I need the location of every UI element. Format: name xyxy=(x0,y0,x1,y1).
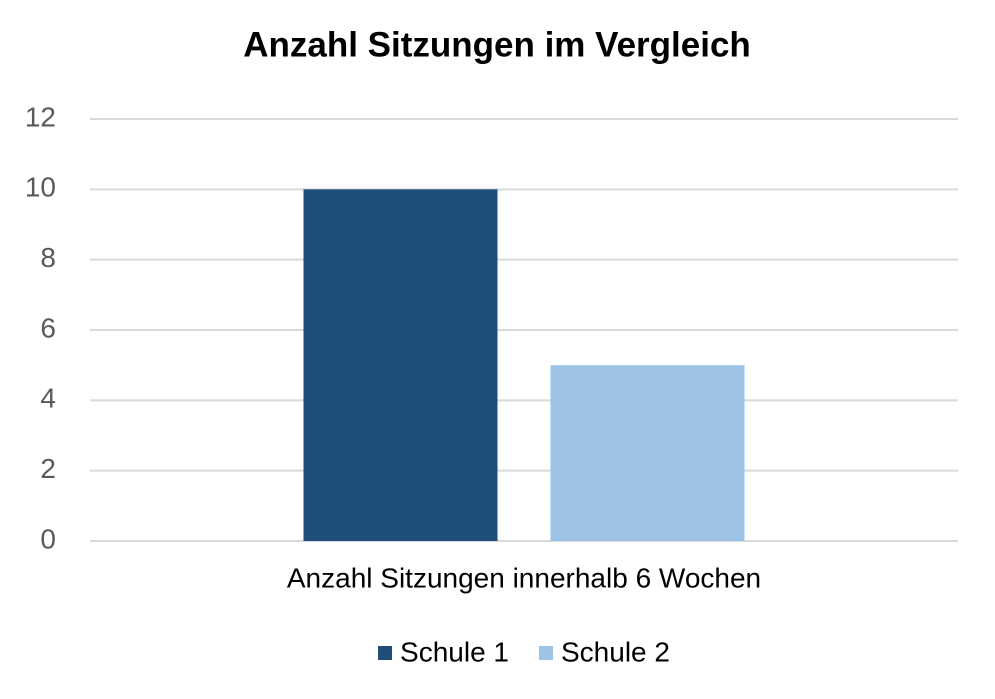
y-tick-label: 0 xyxy=(40,523,56,554)
y-tick-label: 10 xyxy=(25,172,56,203)
legend-label: Schule 1 xyxy=(400,636,509,667)
y-tick-label: 2 xyxy=(40,453,56,484)
bar xyxy=(550,365,745,541)
legend-label: Schule 2 xyxy=(561,636,670,667)
legend-swatch xyxy=(539,646,553,660)
bar xyxy=(303,189,498,542)
legend-swatch xyxy=(378,646,393,660)
y-tick-label: 6 xyxy=(40,312,56,343)
x-tick-label: Anzahl Sitzungen innerhalb 6 Wochen xyxy=(287,562,761,593)
y-tick-label: 8 xyxy=(40,242,56,273)
chart-title: Anzahl Sitzungen im Vergleich xyxy=(243,25,751,64)
y-tick-label: 12 xyxy=(25,101,56,132)
y-tick-label: 4 xyxy=(40,383,56,414)
